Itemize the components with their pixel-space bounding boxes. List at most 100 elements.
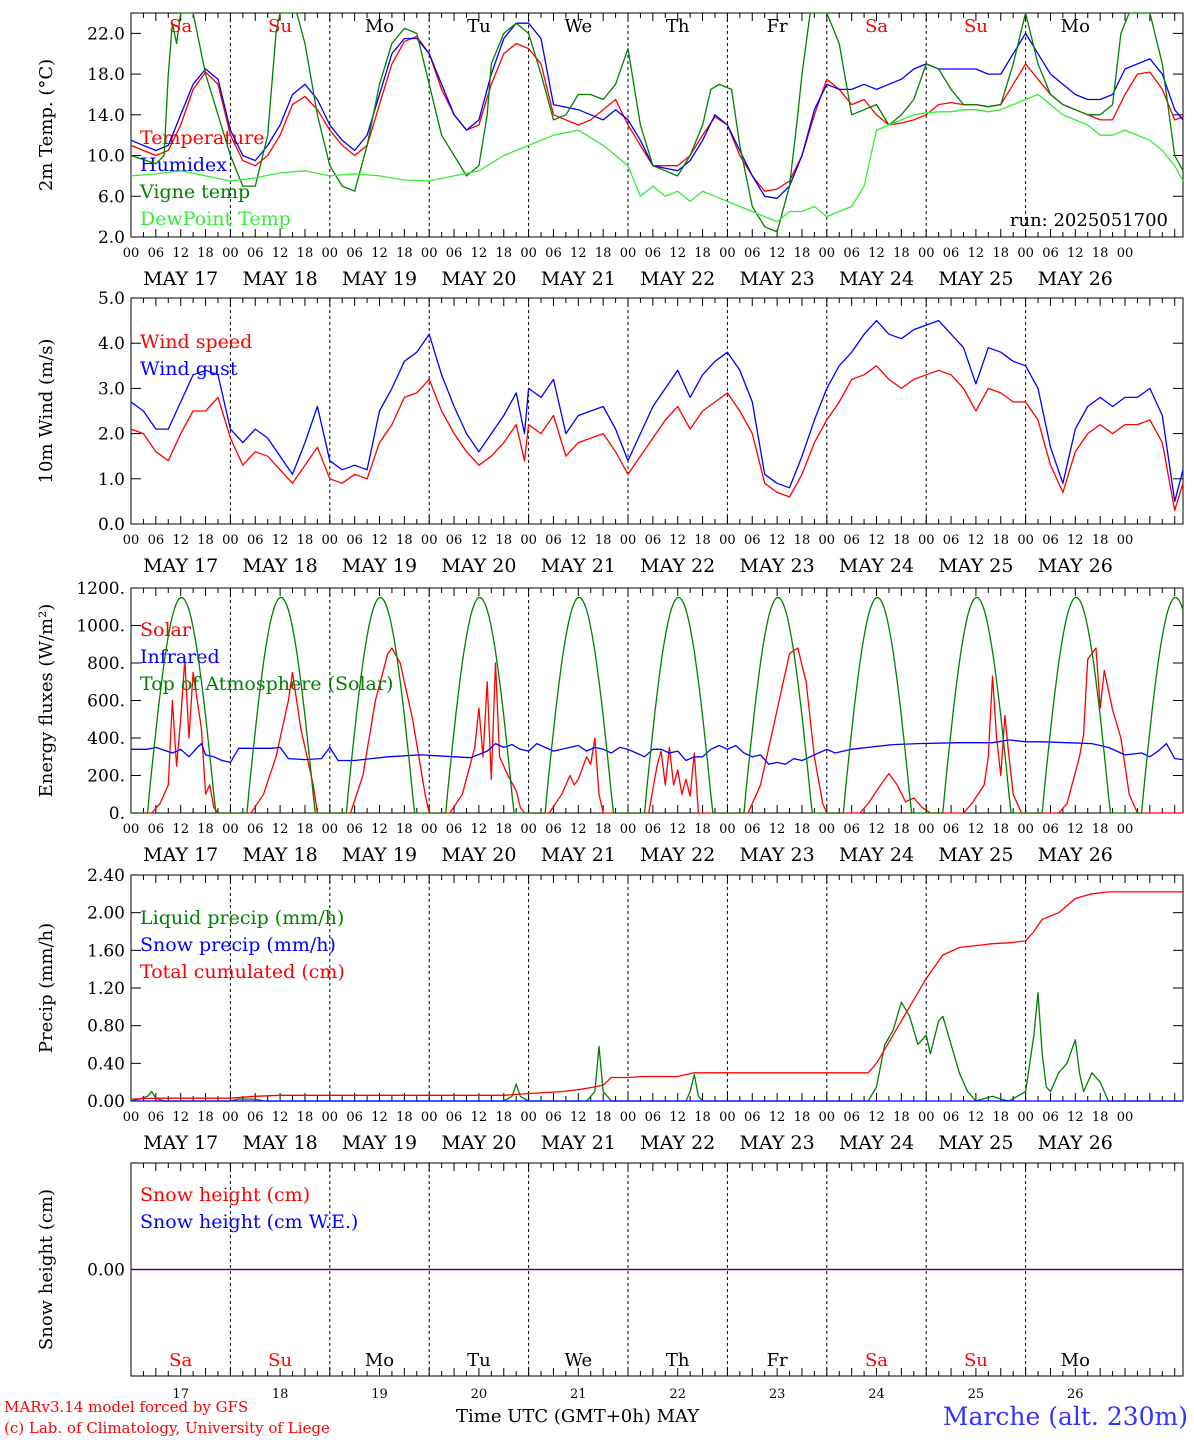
hour-tick-label: 06 — [843, 246, 860, 261]
legend-entry: Wind speed — [140, 331, 252, 353]
date-label: MAY 17 — [143, 844, 218, 866]
weekday-label: We — [564, 1350, 592, 1371]
hour-tick-label: 06 — [247, 1110, 264, 1125]
date-label: MAY 25 — [938, 1132, 1013, 1154]
weekday-label: Mo — [365, 1350, 394, 1371]
hour-tick-label: 06 — [744, 533, 761, 548]
hour-tick-label: 06 — [744, 246, 761, 261]
y-tick-label: 1200. — [76, 579, 125, 599]
weekday-label: Su — [268, 16, 292, 37]
panel-2-frame — [130, 297, 1184, 525]
hour-tick-label: 18 — [495, 246, 512, 261]
weekday-label: Sa — [865, 1350, 888, 1371]
hour-tick-label: 06 — [1042, 246, 1059, 261]
hour-tick-label: 12 — [968, 822, 985, 837]
hour-tick-label: 00 — [222, 533, 239, 548]
hour-tick-label: 06 — [943, 533, 960, 548]
series-line-wind-speed — [130, 365, 1184, 512]
date-label: MAY 23 — [740, 844, 815, 866]
hour-tick-label: 00 — [322, 533, 339, 548]
weekday-label: Su — [268, 1350, 292, 1371]
legend-entry: Snow precip (mm/h) — [140, 934, 336, 956]
date-label: MAY 17 — [143, 268, 218, 290]
hour-tick-label: 00 — [918, 1110, 935, 1125]
hour-tick-label: 12 — [272, 822, 289, 837]
hour-tick-label: 00 — [222, 1110, 239, 1125]
y-tick-label: 1.20 — [87, 979, 125, 999]
date-label: MAY 19 — [342, 844, 417, 866]
hour-tick-label: 18 — [297, 1110, 314, 1125]
date-label: MAY 20 — [441, 844, 516, 866]
weekday-label: Sa — [865, 16, 888, 37]
hour-tick-label: 12 — [172, 533, 189, 548]
series-line-infrared — [131, 739, 1184, 765]
hour-tick-label: 18 — [1092, 822, 1109, 837]
hour-tick-label: 00 — [620, 1110, 637, 1125]
hour-tick-label: 00 — [222, 822, 239, 837]
model-credit: MARv3.14 model forced by GFS — [4, 1398, 249, 1416]
series-line-total-cumulated-cm — [130, 891, 1183, 1100]
weekday-label: We — [564, 16, 592, 37]
weekday-label: Fr — [767, 1350, 788, 1371]
legend-entry: Wind gust — [140, 358, 238, 380]
hour-tick-label: 06 — [148, 822, 165, 837]
hour-tick-label: 06 — [446, 1110, 463, 1125]
date-label: MAY 19 — [342, 1132, 417, 1154]
x-axis-title: Time UTC (GMT+0h) MAY — [456, 1406, 699, 1427]
hour-tick-label: 18 — [495, 822, 512, 837]
series-line-solar — [131, 647, 1183, 814]
hour-tick-label: 18 — [197, 246, 214, 261]
hour-tick-label: 18 — [893, 533, 910, 548]
hour-tick-label: 00 — [1117, 1110, 1134, 1125]
y-tick-label: 2.0 — [98, 228, 125, 248]
weekday-label: Sa — [169, 1350, 192, 1371]
hour-tick-label: 12 — [868, 533, 885, 548]
weekday-label: Fr — [767, 16, 788, 37]
hour-tick-label: 06 — [346, 822, 363, 837]
date-label: MAY 25 — [938, 844, 1013, 866]
hour-tick-label: 00 — [620, 822, 637, 837]
hour-tick-label: 12 — [1067, 1110, 1084, 1125]
hour-tick-label: 00 — [421, 246, 438, 261]
y-tick-label: 4.0 — [98, 334, 125, 354]
legend-entry: Temperature — [140, 127, 264, 149]
series-line-vigne-temp — [130, 12, 1184, 233]
y-tick-label: 0.00 — [87, 1261, 125, 1281]
hour-tick-label: 06 — [744, 1110, 761, 1125]
x-axis-month: MAY — [656, 1406, 700, 1427]
hour-tick-label: 12 — [769, 822, 786, 837]
hour-tick-label: 18 — [396, 533, 413, 548]
y-axis-label: Snow height (cm) — [36, 1189, 57, 1350]
hour-tick-label: 18 — [694, 533, 711, 548]
hour-tick-label: 06 — [645, 822, 662, 837]
series-line-temperature — [130, 35, 1184, 192]
hour-tick-label: 18 — [197, 1110, 214, 1125]
legend-entry: Top of Atmosphere (Solar) — [140, 673, 393, 695]
date-label: MAY 24 — [839, 844, 914, 866]
hour-tick-label: 00 — [322, 1110, 339, 1125]
date-label: MAY 17 — [143, 555, 218, 577]
y-tick-label: 0.40 — [87, 1054, 125, 1074]
y-tick-label: 10.0 — [87, 147, 125, 167]
day-number-label: 23 — [769, 1387, 786, 1400]
date-label: MAY 21 — [541, 268, 616, 290]
day-number-label: 25 — [968, 1387, 985, 1400]
hour-tick-label: 06 — [1042, 822, 1059, 837]
day-number-label: 24 — [868, 1387, 885, 1400]
hour-tick-label: 06 — [645, 1110, 662, 1125]
legend-entry: DewPoint Temp — [140, 208, 291, 230]
date-label: MAY 22 — [640, 1132, 715, 1154]
hour-tick-label: 18 — [1092, 246, 1109, 261]
date-label: MAY 21 — [541, 844, 616, 866]
hour-tick-label: 00 — [918, 822, 935, 837]
series-line-wind-gust — [130, 319, 1184, 503]
y-tick-label: 400. — [87, 729, 125, 749]
hour-tick-label: 06 — [843, 533, 860, 548]
y-tick-label: 3.0 — [98, 379, 125, 399]
hour-tick-label: 12 — [968, 1110, 985, 1125]
hour-tick-label: 06 — [247, 533, 264, 548]
hour-tick-label: 00 — [322, 822, 339, 837]
hour-tick-label: 12 — [968, 246, 985, 261]
legend-entry: Vigne temp — [139, 181, 250, 203]
hour-tick-label: 00 — [520, 246, 537, 261]
